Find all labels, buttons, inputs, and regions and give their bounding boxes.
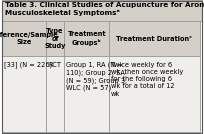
Bar xyxy=(2,21,46,56)
Bar xyxy=(109,56,200,132)
Bar xyxy=(2,56,46,132)
Bar xyxy=(2,0,202,21)
Bar xyxy=(109,21,200,56)
Text: Group 1, RA (N =
110); Group 2, SA
(N = 59); Group 3,
WLC (N = 57): Group 1, RA (N = 110); Group 2, SA (N = … xyxy=(66,62,127,91)
Bar xyxy=(64,56,109,132)
Bar xyxy=(64,21,109,56)
Text: Twice weekly for 6
wk, then once weekly
for the following 6
wk for a total of 12: Twice weekly for 6 wk, then once weekly … xyxy=(111,62,183,97)
Text: RCT: RCT xyxy=(49,62,62,68)
Text: Table 3. Clinical Studies of Acupuncture for Aromatase Inhibitor-Induced
Musculo: Table 3. Clinical Studies of Acupuncture… xyxy=(5,2,204,16)
Bar xyxy=(46,56,64,132)
Text: [33] (N = 226): [33] (N = 226) xyxy=(4,62,53,68)
Text: Treatment
Groupsᵇ: Treatment Groupsᵇ xyxy=(68,31,106,46)
Text: Type
of
Study: Type of Study xyxy=(44,28,66,49)
Bar xyxy=(46,21,64,56)
Text: Reference/Sample
Size: Reference/Sample Size xyxy=(0,32,58,45)
Text: Treatment Durationᶜ: Treatment Durationᶜ xyxy=(116,36,192,42)
